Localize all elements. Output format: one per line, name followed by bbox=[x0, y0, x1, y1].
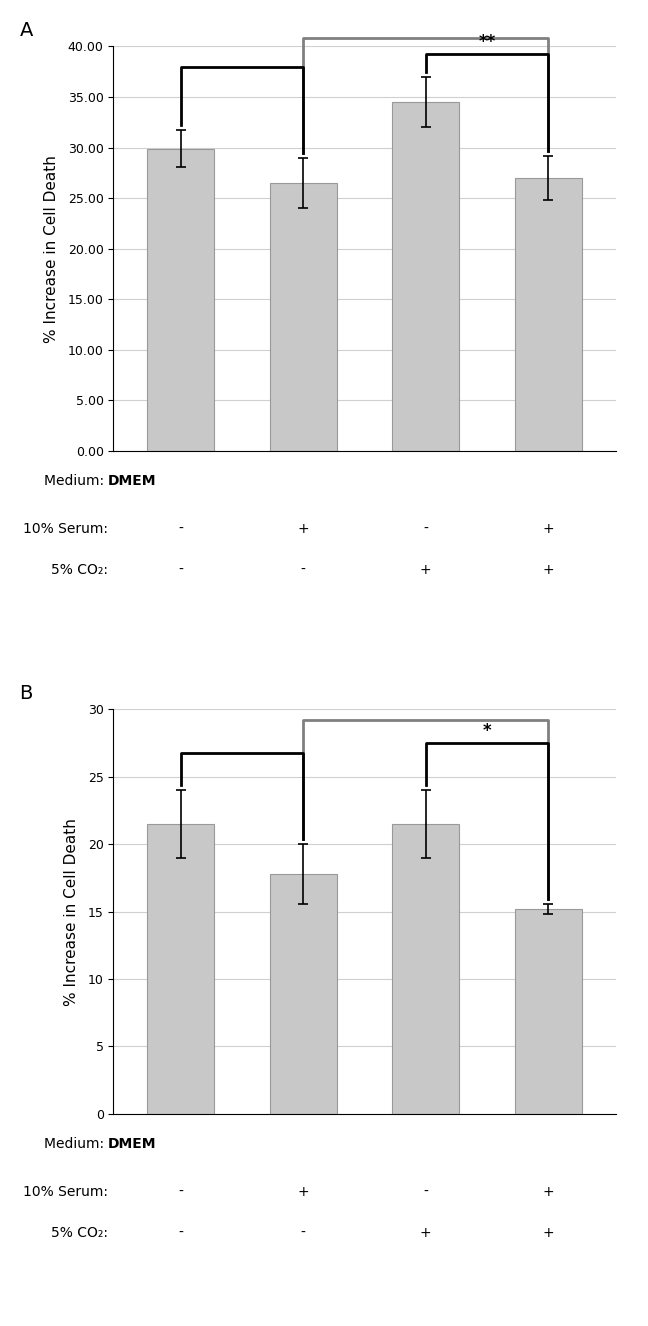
Bar bbox=[515, 178, 582, 451]
Y-axis label: % Increase in Cell Death: % Increase in Cell Death bbox=[45, 155, 60, 342]
Text: -: - bbox=[423, 1185, 428, 1199]
Text: DMEM: DMEM bbox=[108, 1136, 157, 1151]
Bar bbox=[515, 908, 582, 1114]
Text: -: - bbox=[301, 1225, 306, 1240]
Text: +: + bbox=[420, 1225, 432, 1240]
Bar bbox=[392, 823, 459, 1114]
Text: B: B bbox=[19, 684, 33, 703]
Text: +: + bbox=[542, 1225, 554, 1240]
Text: Medium:: Medium: bbox=[43, 1136, 108, 1151]
Text: -: - bbox=[178, 522, 183, 536]
Text: DMEM: DMEM bbox=[108, 473, 157, 488]
Text: -: - bbox=[423, 522, 428, 536]
Text: +: + bbox=[542, 522, 554, 536]
Y-axis label: % Increase in Cell Death: % Increase in Cell Death bbox=[64, 818, 80, 1005]
Text: +: + bbox=[297, 522, 309, 536]
Text: -: - bbox=[178, 1185, 183, 1199]
Text: 5% CO₂:: 5% CO₂: bbox=[51, 562, 108, 577]
Text: -: - bbox=[178, 562, 183, 577]
Text: A: A bbox=[19, 21, 33, 40]
Text: *: * bbox=[483, 721, 491, 740]
Text: **: ** bbox=[478, 33, 496, 52]
Text: +: + bbox=[542, 562, 554, 577]
Bar bbox=[147, 149, 214, 451]
Bar bbox=[147, 823, 214, 1114]
Text: 5% CO₂:: 5% CO₂: bbox=[51, 1225, 108, 1240]
Text: +: + bbox=[297, 1185, 309, 1199]
Bar bbox=[270, 183, 337, 451]
Text: +: + bbox=[420, 562, 432, 577]
Text: +: + bbox=[542, 1185, 554, 1199]
Text: -: - bbox=[301, 562, 306, 577]
Text: Medium:: Medium: bbox=[43, 473, 108, 488]
Bar bbox=[392, 102, 459, 451]
Text: 10% Serum:: 10% Serum: bbox=[23, 1185, 108, 1199]
Bar bbox=[270, 874, 337, 1114]
Text: 10% Serum:: 10% Serum: bbox=[23, 522, 108, 536]
Text: -: - bbox=[178, 1225, 183, 1240]
